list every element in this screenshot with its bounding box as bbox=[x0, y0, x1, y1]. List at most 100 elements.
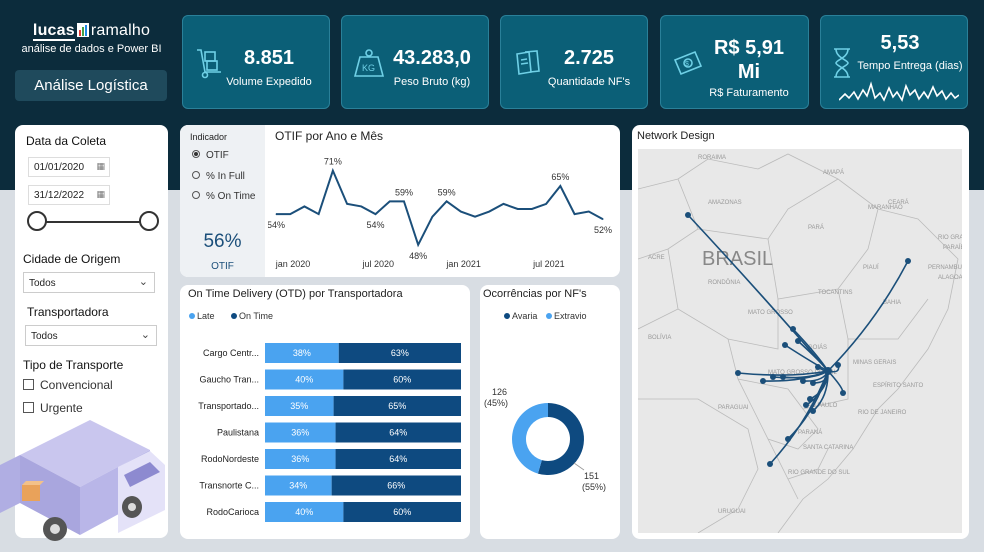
map-state-label: PERNAMBUCO bbox=[928, 265, 962, 271]
map-state-label: BOLÍVIA bbox=[648, 334, 671, 341]
date-start-input[interactable]: 01/01/2020 ▦ bbox=[28, 157, 110, 177]
map-state-label: PARAÍBA bbox=[943, 244, 962, 251]
transport-option-label: Convencional bbox=[40, 378, 113, 392]
kpi-value: 2.725 bbox=[563, 47, 615, 69]
kpi-card-nfs: 2.725 Quantidade NF's bbox=[500, 15, 648, 109]
map-node bbox=[835, 362, 841, 368]
radio-icon[interactable] bbox=[192, 171, 200, 179]
map-node bbox=[803, 402, 809, 408]
transport-option-urgente[interactable]: Urgente bbox=[23, 401, 83, 415]
legend-marker-avaria bbox=[504, 313, 510, 319]
otd-bar-late bbox=[265, 343, 339, 363]
map-node bbox=[782, 342, 788, 348]
date-filter-title: Data da Coleta bbox=[26, 134, 107, 148]
map-state-label: SANTA CATARINA bbox=[803, 445, 853, 451]
otd-bar-on-time bbox=[335, 422, 461, 443]
otif-point bbox=[488, 211, 490, 213]
otd-category-label: Paulistana bbox=[217, 428, 259, 438]
otif-tick-label: jan 2020 bbox=[275, 259, 311, 269]
map-state-label: RORAIMA bbox=[698, 155, 726, 161]
indicator-option-in-full[interactable]: % In Full bbox=[192, 171, 245, 182]
date-slider-end-handle[interactable] bbox=[139, 211, 159, 231]
checkbox[interactable] bbox=[23, 402, 34, 413]
carrier-dropdown[interactable]: Todos ⌄ bbox=[25, 325, 157, 346]
otif-point bbox=[588, 211, 590, 213]
date-end-input[interactable]: 31/12/2022 ▦ bbox=[28, 185, 110, 205]
kpi-value: 8.851 bbox=[243, 47, 295, 69]
indicator-option-label: % In Full bbox=[206, 171, 245, 182]
otd-bar-label: 36% bbox=[291, 454, 309, 464]
calendar-icon[interactable]: ▦ bbox=[96, 189, 105, 199]
map-node bbox=[685, 212, 691, 218]
date-slider-start-handle[interactable] bbox=[27, 211, 47, 231]
map-country-label: BRASIL bbox=[702, 248, 773, 270]
transport-option-convencional[interactable]: Convencional bbox=[23, 378, 113, 392]
hourglass-icon bbox=[834, 48, 850, 78]
map-node bbox=[760, 378, 766, 384]
legend-label: Extravio bbox=[554, 311, 587, 321]
indicator-selector: Indicador OTIF % In Full % On Time 56% O… bbox=[180, 125, 265, 277]
otd-panel: On Time Delivery (OTD) por Transportador… bbox=[180, 285, 470, 539]
otif-panel: Indicador OTIF % In Full % On Time 56% O… bbox=[180, 125, 620, 277]
kpi-label: Volume Expedido bbox=[226, 76, 312, 88]
map-node bbox=[780, 374, 786, 380]
map-state-label: PARAGUAI bbox=[718, 405, 749, 411]
hand-truck-icon bbox=[197, 49, 221, 79]
transport-filter-title: Tipo de Transporte bbox=[23, 358, 124, 372]
kpi-value: R$ 5,91 bbox=[713, 37, 785, 59]
otd-bar-label: 36% bbox=[291, 428, 309, 438]
otif-point bbox=[574, 213, 576, 215]
brand-name-right: ramalho bbox=[90, 22, 151, 39]
map-state-label: ALAGOAS bbox=[938, 275, 962, 281]
radio-selected-icon[interactable] bbox=[192, 150, 200, 158]
map-state-label: BAHIA bbox=[883, 300, 901, 306]
indicator-option-on-time[interactable]: % On Time bbox=[192, 191, 255, 202]
map-state-label: PARANÁ bbox=[798, 429, 822, 436]
checkbox[interactable] bbox=[23, 379, 34, 390]
indicator-option-otif[interactable]: OTIF bbox=[192, 150, 229, 161]
otif-point bbox=[446, 200, 448, 202]
radio-icon[interactable] bbox=[192, 191, 200, 199]
truck-illustration-icon bbox=[0, 420, 165, 541]
map-node bbox=[810, 380, 816, 386]
otif-point bbox=[303, 205, 305, 207]
network-map[interactable]: RORAIMA AMAPÁ AMAZONAS PARÁ MARANHÃO CEARÁ RIO… bbox=[638, 149, 962, 533]
map-state-label: AMAZONAS bbox=[708, 200, 742, 206]
route-line bbox=[827, 260, 909, 372]
map-hub-node bbox=[824, 367, 832, 375]
route-line bbox=[737, 370, 829, 376]
otif-point bbox=[602, 218, 604, 220]
otif-point bbox=[318, 213, 320, 215]
map-state-label: GOIÁS bbox=[808, 344, 827, 351]
brand-subtitle: análise de dados e Power BI bbox=[21, 43, 162, 55]
date-slider-track[interactable] bbox=[37, 221, 149, 223]
map-state-label: MATO GROSSO DO SUL bbox=[768, 370, 837, 376]
otd-bar-on-time bbox=[343, 502, 461, 522]
otd-bar-label: 63% bbox=[391, 348, 409, 358]
tempo-sparkline bbox=[839, 81, 959, 102]
date-start-value: 01/01/2020 bbox=[34, 162, 85, 173]
otd-bar-late bbox=[265, 449, 336, 469]
city-dropdown-value: Todos bbox=[29, 278, 56, 289]
otif-point bbox=[417, 244, 419, 246]
kpi-card-volume: 8.851 Volume Expedido bbox=[182, 15, 330, 109]
otif-point bbox=[502, 203, 504, 205]
otd-bar-on-time bbox=[333, 396, 461, 416]
brand-logo: lucas ramalho análise de dados e Power BI bbox=[14, 22, 169, 55]
otif-point bbox=[332, 170, 334, 172]
otd-bar-label: 38% bbox=[293, 348, 311, 358]
otif-tick-label: jul 2021 bbox=[532, 259, 565, 269]
map-state-label: RONDÔNIA bbox=[708, 279, 740, 286]
otif-data-label: 48% bbox=[409, 251, 427, 261]
map-node bbox=[790, 326, 796, 332]
svg-text:$: $ bbox=[685, 61, 689, 68]
map-node bbox=[807, 396, 813, 402]
otif-data-label: 59% bbox=[395, 187, 413, 197]
calendar-icon[interactable]: ▦ bbox=[96, 161, 105, 171]
otif-point bbox=[275, 213, 277, 215]
page-nav-button[interactable]: Análise Logística bbox=[15, 70, 167, 101]
otif-point bbox=[389, 200, 391, 202]
transport-option-label: Urgente bbox=[40, 401, 83, 415]
city-dropdown[interactable]: Todos ⌄ bbox=[23, 272, 155, 293]
